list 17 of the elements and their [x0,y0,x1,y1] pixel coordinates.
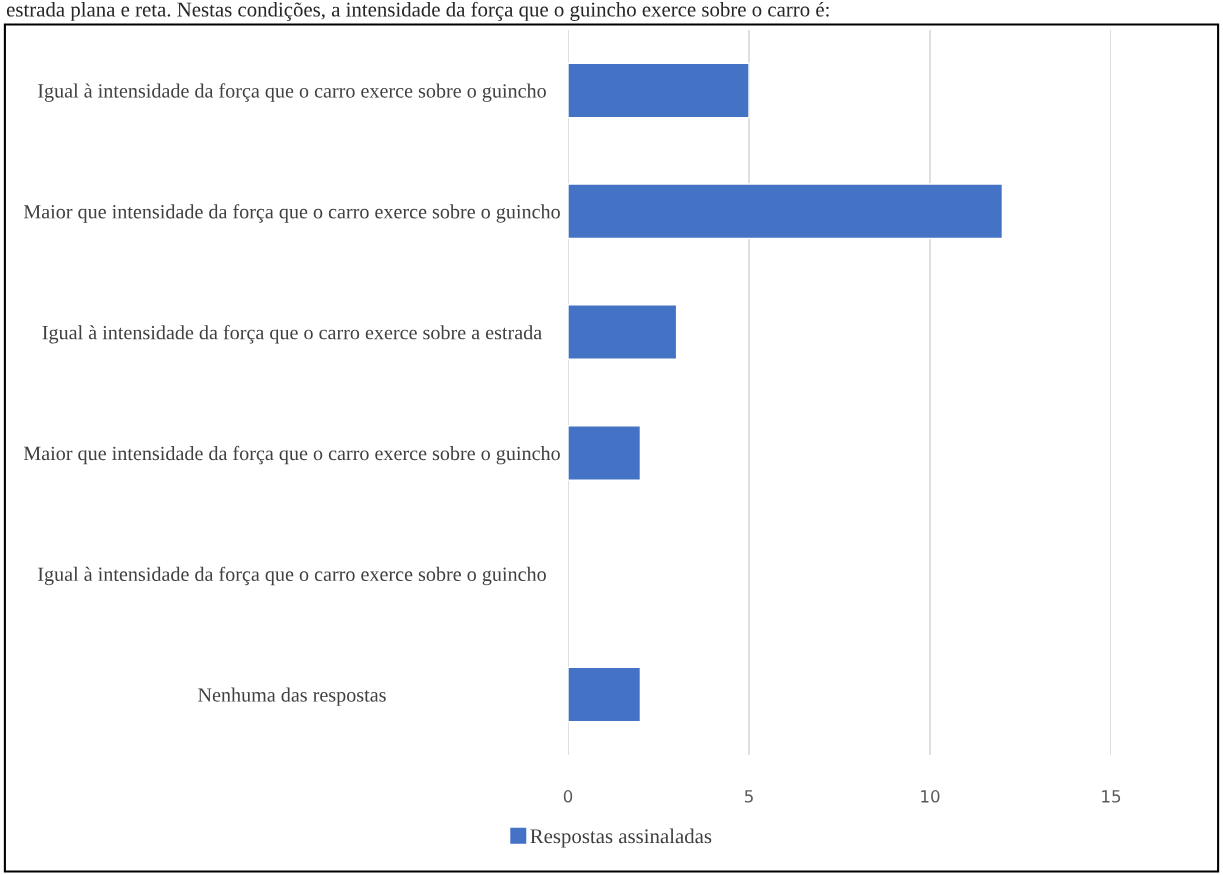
y-tick-label: Maior que intensidade da força que o carro exerce sobre o guincho [23,204,560,223]
y-tick-label: Igual à intensidade da força que o carro exerce sobre o guincho [38,83,546,102]
x-tick-label: 5 [744,790,753,803]
y-tick-label: Nenhuma das respostas [198,687,386,706]
y-tick-label: Maior que intensidade da força que o carro exerce sobre o guincho [23,445,560,465]
bar [568,62,750,119]
legend-label: Respostas assinaladas [530,828,712,848]
bar [568,183,1004,240]
bar [568,425,642,481]
y-tick-label: Igual à intensidade da força que o carro exerce sobre a estrada [42,324,542,344]
bar [568,666,642,723]
text: estrada plana e reta. Nestas condições, a intensidade da força que o guincho exerce sobre o carro é: [6,1,829,21]
x-tick-label: 10 [921,790,940,803]
y-tick-label: Igual à intensidade da força que o carro exerce sobre o guincho [38,566,546,586]
bar [568,304,678,360]
x-tick-label: 15 [1102,790,1121,803]
x-tick-label: 0 [563,790,573,803]
